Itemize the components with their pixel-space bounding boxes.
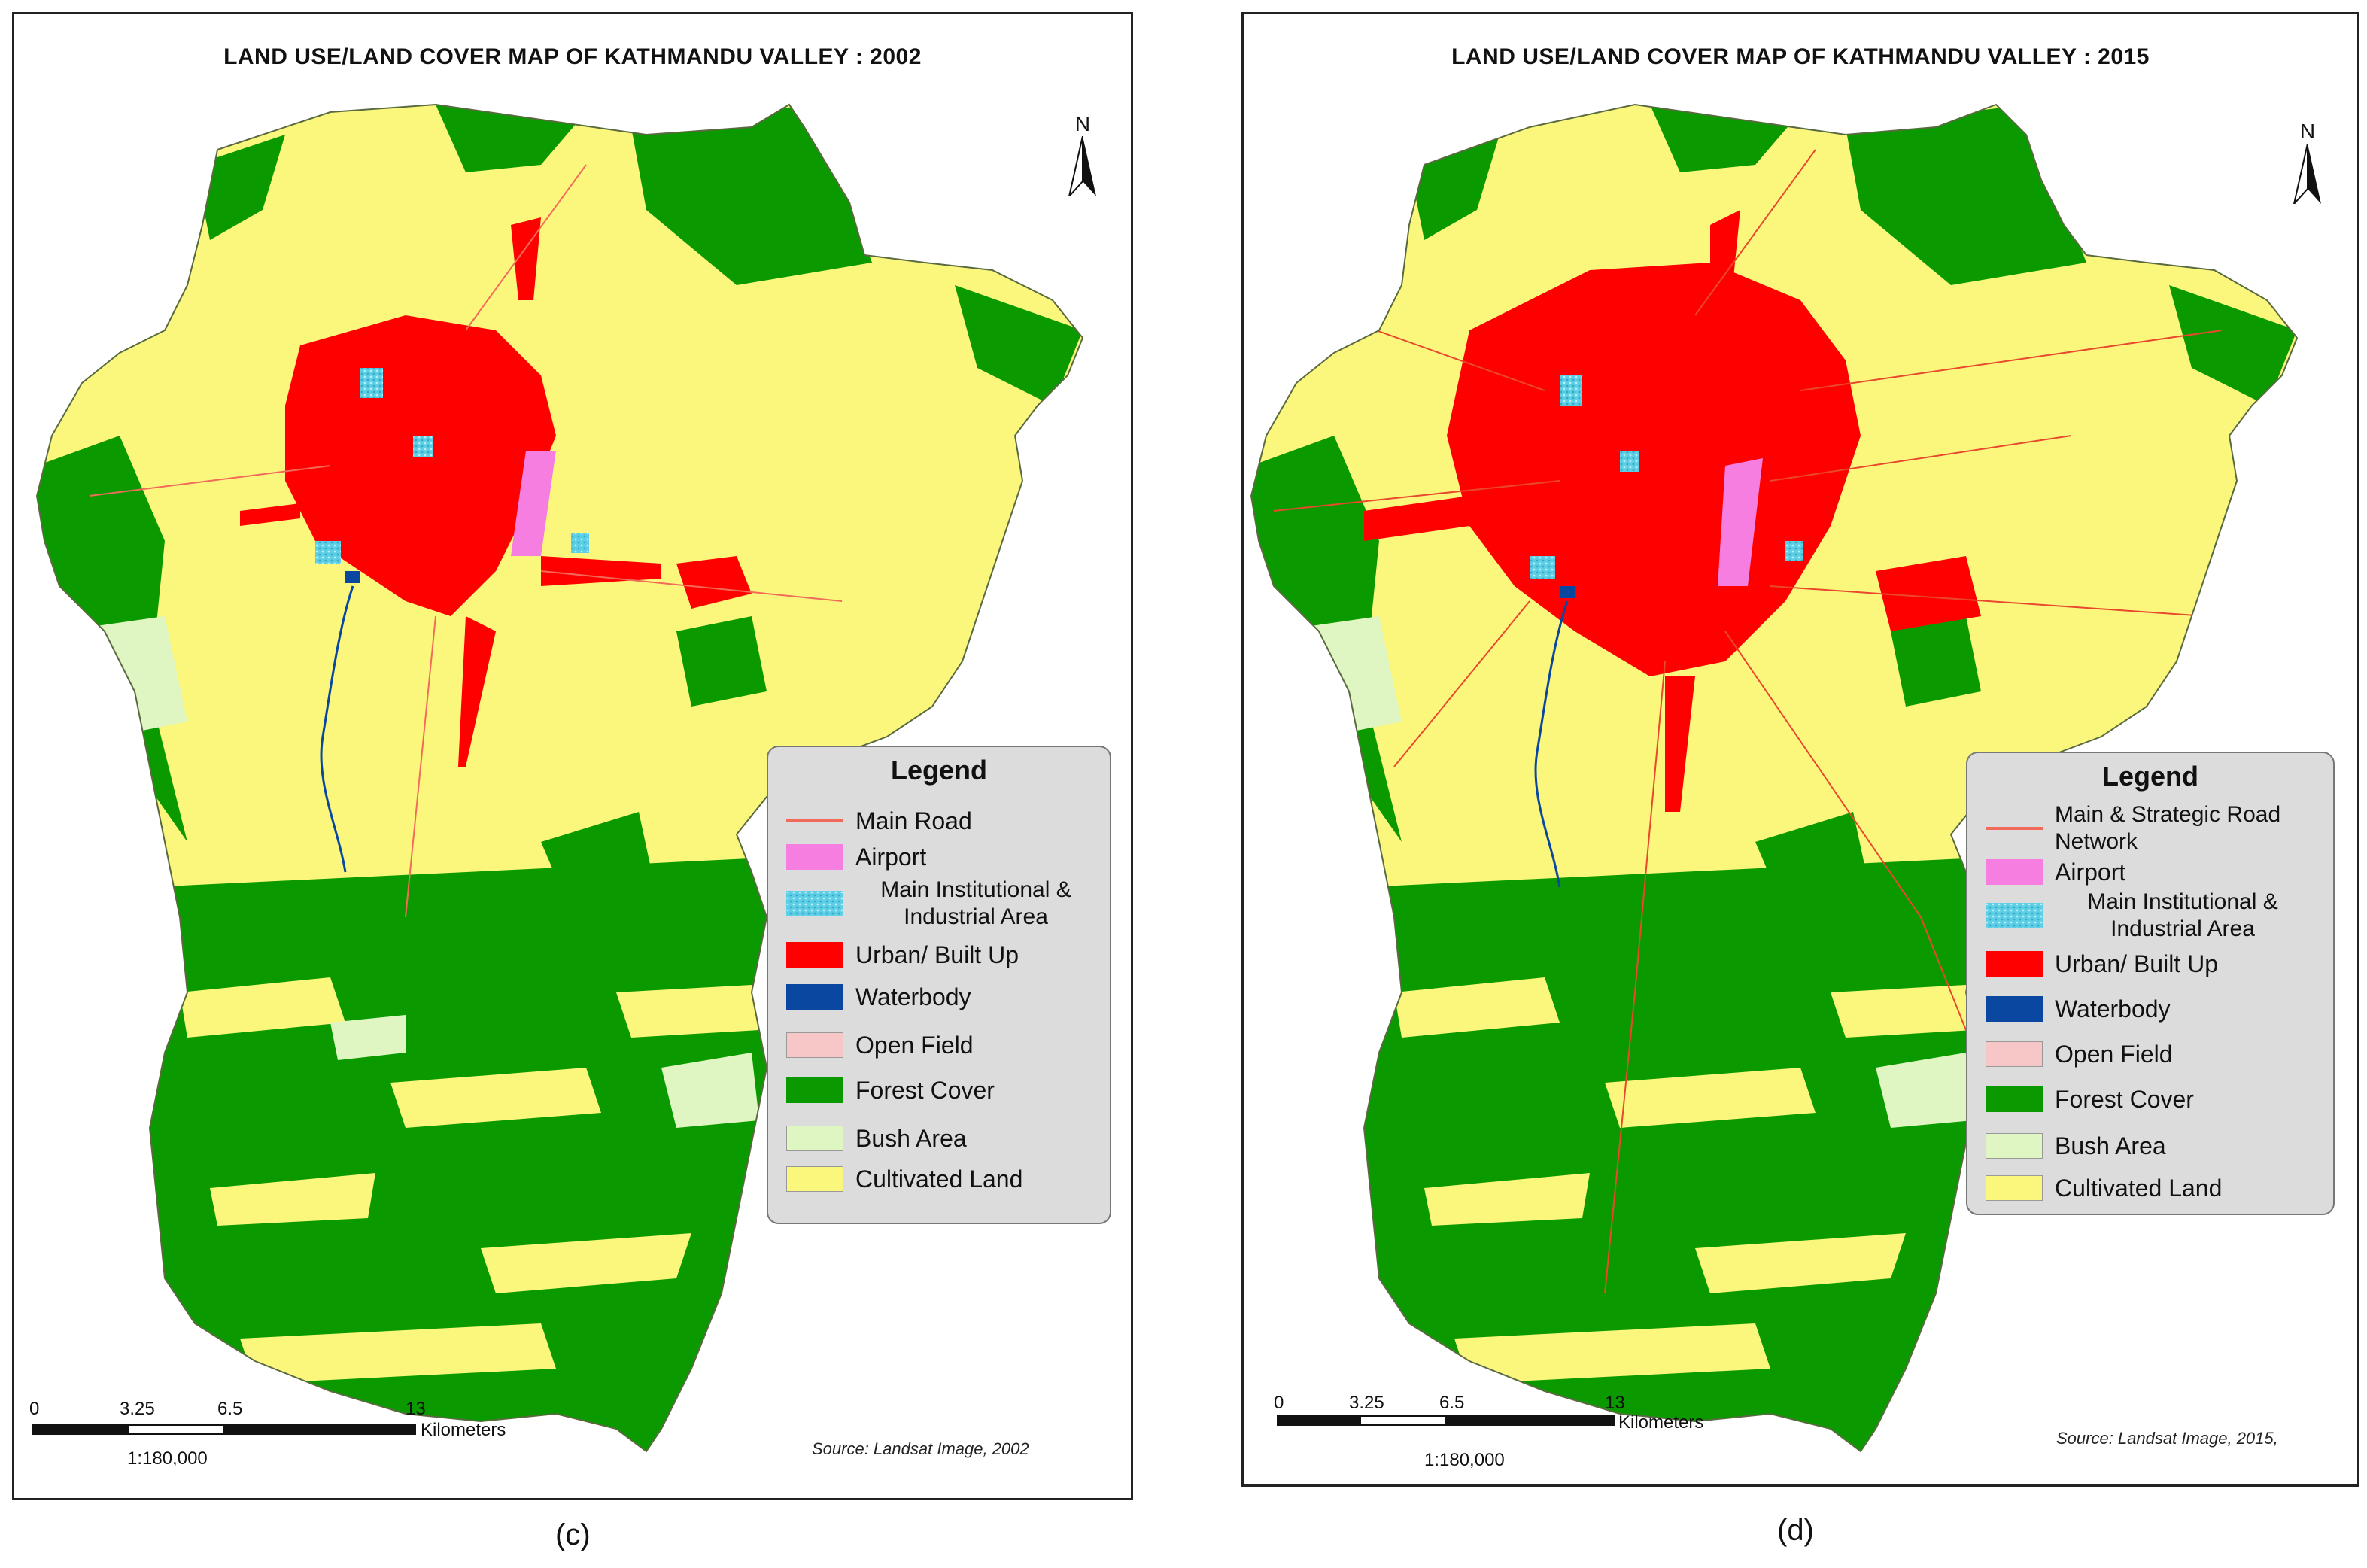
legend-swatch: [786, 1077, 843, 1103]
legend-swatch: [1986, 1041, 2043, 1067]
legend-item-airport: Airport: [1986, 858, 2326, 886]
legend-label: Open Field: [855, 1032, 974, 1059]
scale-unit: Kilometers: [421, 1420, 506, 1440]
north-label: N: [2299, 120, 2316, 143]
legend-swatch: [1986, 903, 2043, 928]
north-arrow: N: [1060, 112, 1105, 200]
legend-swatch: [1986, 1086, 2043, 1112]
legend-swatch: [1986, 996, 2043, 1022]
scale-unit: Kilometers: [1618, 1412, 1704, 1433]
legend-swatch: [786, 819, 843, 822]
scale-tick: 13: [406, 1399, 426, 1419]
legend-swatch: [1986, 1133, 2043, 1159]
legend-item-open-field: Open Field: [1986, 1041, 2326, 1068]
legend-swatch: [786, 1032, 843, 1058]
land-cover-map: [1250, 103, 2299, 1453]
legend-title: Legend: [890, 755, 987, 786]
legend-item-bush: Bush Area: [786, 1125, 1102, 1152]
legend-swatch: [786, 891, 843, 916]
scale-tick: 3.25: [1349, 1393, 1384, 1413]
map-panel-2015: LAND USE/LAND COVER MAP OF KATHMANDU VAL…: [1241, 12, 2359, 1487]
legend-swatch: [1986, 859, 2043, 885]
legend-label: Main Road: [855, 807, 972, 834]
legend-swatch: [1986, 1175, 2043, 1201]
legend-item-waterbody: Waterbody: [1986, 995, 2326, 1023]
legend-label: Cultivated Land: [855, 1165, 1023, 1193]
north-arrow-icon: [1068, 135, 1096, 199]
legend-label: Main Institutional & Industrial Area: [2087, 889, 2278, 941]
legend-item-institutional: Main Institutional & Industrial Area: [1986, 889, 2326, 943]
scale-tick: 13: [1605, 1393, 1625, 1413]
scale-tick: 0: [29, 1399, 40, 1419]
legend-item-urban: Urban/ Built Up: [786, 941, 1102, 968]
legend-swatch: [1986, 827, 2043, 830]
legend-item-urban: Urban/ Built Up: [1986, 950, 2326, 977]
map-title: LAND USE/LAND COVER MAP OF KATHMANDU VAL…: [223, 44, 922, 69]
scale-bar: 0 3.25 6.5 13 Kilometers 1:180,000: [1274, 1393, 1725, 1475]
panel-label-d: (d): [1777, 1514, 1814, 1547]
legend-label: Airport: [2055, 858, 2126, 886]
scale-bar: 0 3.25 6.5 13 Kilometers 1:180,000: [29, 1399, 556, 1481]
legend-label: Waterbody: [2055, 995, 2171, 1023]
legend-label: Cultivated Land: [2055, 1174, 2223, 1202]
legend-item-open-field: Open Field: [786, 1032, 1102, 1059]
source-note: Source: Landsat Image, 2015,: [2056, 1429, 2278, 1448]
scale-tick: 6.5: [1439, 1393, 1465, 1413]
legend-label: Main Institutional & Industrial Area: [880, 877, 1071, 929]
legend-item-cultivated: Cultivated Land: [786, 1165, 1102, 1193]
legend-swatch: [786, 984, 843, 1010]
legend-swatch: [786, 1166, 843, 1192]
legend-swatch: [1986, 951, 2043, 977]
legend-item-forest: Forest Cover: [1986, 1086, 2326, 1113]
legend-label: Bush Area: [855, 1125, 967, 1152]
legend-item-road-network: Main & Strategic Road Network: [1986, 801, 2326, 855]
map-panel-2002: LAND USE/LAND COVER MAP OF KATHMANDU VAL…: [12, 12, 1133, 1500]
scale-ratio: 1:180,000: [1424, 1450, 1505, 1470]
legend-label: Urban/ Built Up: [855, 941, 1019, 968]
legend-label: Forest Cover: [2055, 1086, 2194, 1113]
legend-item-airport: Airport: [786, 843, 1102, 871]
legend-label: Open Field: [2055, 1041, 2173, 1068]
legend: Legend Main & Strategic Road Network Air…: [1966, 752, 2335, 1215]
legend-item-cultivated: Cultivated Land: [1986, 1174, 2326, 1202]
legend-item-bush: Bush Area: [1986, 1132, 2326, 1159]
scale-tick: 3.25: [120, 1399, 155, 1419]
scale-ratio: 1:180,000: [127, 1448, 208, 1469]
north-arrow: N: [2285, 120, 2330, 208]
map-title: LAND USE/LAND COVER MAP OF KATHMANDU VAL…: [1451, 44, 2150, 69]
panel-label-c: (c): [555, 1518, 591, 1551]
legend-item-forest: Forest Cover: [786, 1077, 1102, 1104]
scale-tick: 0: [1274, 1393, 1284, 1413]
legend-label: Airport: [855, 843, 927, 871]
legend-label: Urban/ Built Up: [2055, 950, 2218, 977]
legend: Legend Main Road Airport Main Institutio…: [767, 746, 1111, 1224]
legend-label: Bush Area: [2055, 1132, 2166, 1159]
north-arrow-icon: [2293, 143, 2321, 207]
source-note: Source: Landsat Image, 2002: [812, 1439, 1029, 1458]
legend-item-main-road: Main Road: [786, 807, 1102, 834]
legend-item-institutional: Main Institutional & Industrial Area: [786, 877, 1102, 931]
legend-title: Legend: [2101, 761, 2198, 792]
legend-item-waterbody: Waterbody: [786, 983, 1102, 1010]
legend-label: Main & Strategic Road Network: [2055, 802, 2281, 854]
legend-swatch: [786, 1126, 843, 1151]
legend-label: Forest Cover: [855, 1077, 995, 1104]
scale-tick: 6.5: [217, 1399, 243, 1419]
legend-label: Waterbody: [855, 983, 971, 1010]
north-label: N: [1074, 112, 1091, 135]
legend-swatch: [786, 844, 843, 870]
legend-swatch: [786, 942, 843, 968]
